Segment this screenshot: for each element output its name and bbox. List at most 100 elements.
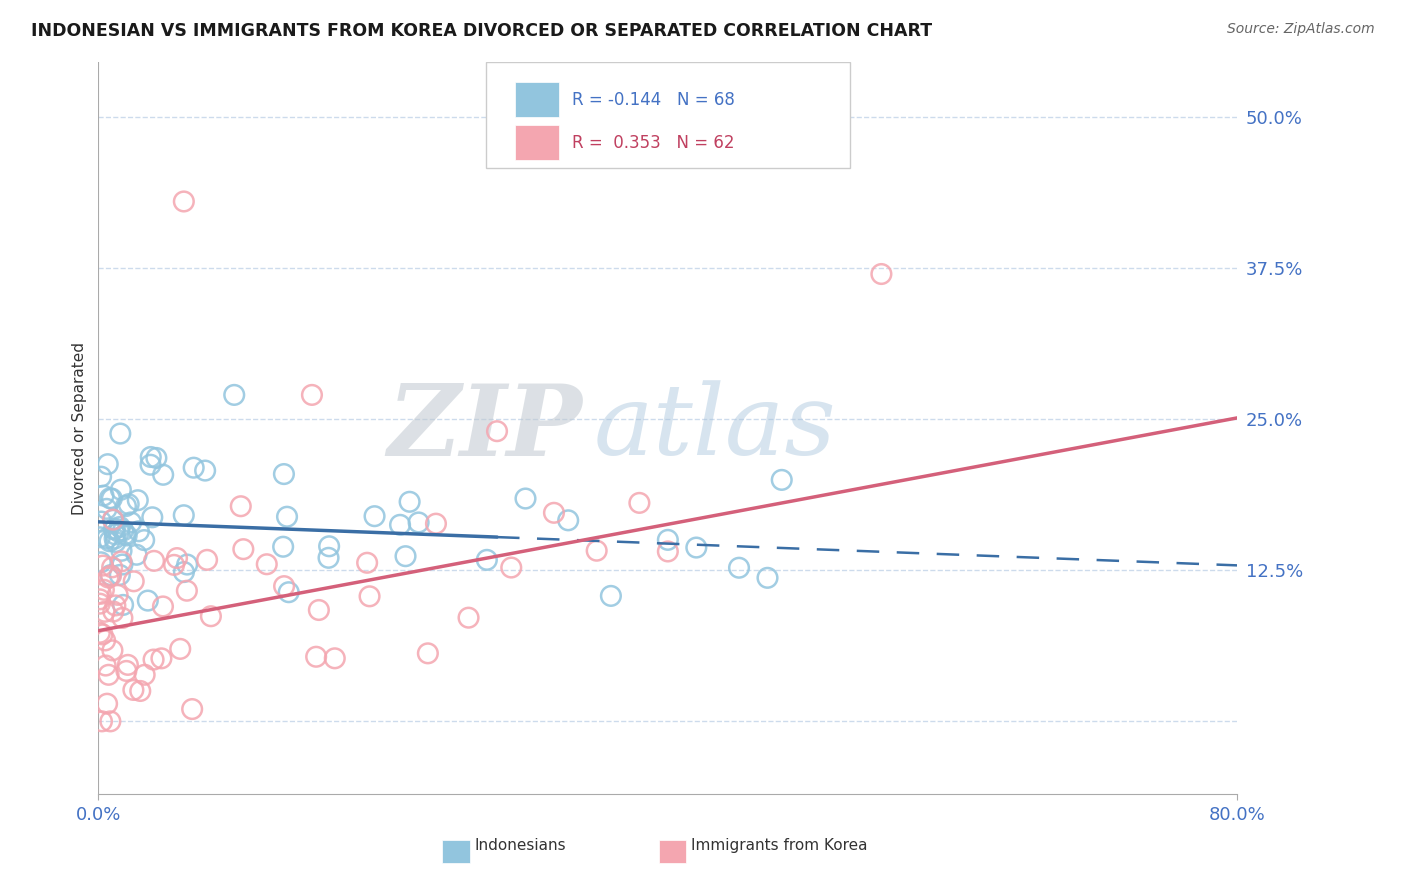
Point xyxy=(93,582,115,597)
Point xyxy=(183,460,205,475)
Point xyxy=(103,522,125,536)
Point xyxy=(101,560,124,574)
Text: ZIP: ZIP xyxy=(388,380,582,476)
Point xyxy=(166,551,188,566)
Point xyxy=(104,599,127,613)
Point xyxy=(107,588,129,602)
Text: R = -0.144   N = 68: R = -0.144 N = 68 xyxy=(572,91,735,109)
Point xyxy=(318,550,340,565)
Point xyxy=(657,533,679,547)
Point xyxy=(271,540,294,554)
Point xyxy=(91,627,114,641)
Point xyxy=(173,565,195,579)
Point xyxy=(96,531,118,545)
Point xyxy=(114,527,136,541)
Point xyxy=(515,491,537,506)
Point xyxy=(122,682,145,697)
Point xyxy=(89,530,111,544)
Point xyxy=(98,714,121,729)
Point xyxy=(305,649,328,664)
Point xyxy=(93,605,115,619)
Point xyxy=(657,544,679,558)
Point xyxy=(308,603,330,617)
Text: INDONESIAN VS IMMIGRANTS FROM KOREA DIVORCED OR SEPARATED CORRELATION CHART: INDONESIAN VS IMMIGRANTS FROM KOREA DIVO… xyxy=(31,22,932,40)
Point xyxy=(115,499,138,513)
Point xyxy=(543,506,565,520)
Point xyxy=(301,388,323,402)
Point xyxy=(108,568,131,582)
Point xyxy=(100,568,122,582)
Point xyxy=(110,426,132,441)
Point xyxy=(97,457,120,471)
Point xyxy=(100,568,122,582)
Point xyxy=(232,542,254,557)
Point xyxy=(101,491,124,506)
Point xyxy=(685,541,707,555)
Point xyxy=(112,598,135,612)
Point xyxy=(134,667,156,681)
FancyBboxPatch shape xyxy=(515,126,558,161)
Point xyxy=(98,491,121,506)
Point xyxy=(128,524,150,539)
Point xyxy=(104,535,127,549)
Point xyxy=(457,610,479,624)
Point xyxy=(728,560,751,574)
Y-axis label: Divorced or Separated: Divorced or Separated xyxy=(72,342,87,515)
Point xyxy=(94,658,117,673)
Point xyxy=(118,497,141,511)
Point xyxy=(91,714,114,729)
Point xyxy=(176,583,198,598)
Point xyxy=(110,554,132,568)
FancyBboxPatch shape xyxy=(515,82,558,118)
Point xyxy=(89,597,111,611)
Point xyxy=(103,605,125,619)
Point xyxy=(90,587,112,601)
Point xyxy=(200,609,222,624)
Point xyxy=(98,534,121,549)
Point xyxy=(224,388,246,402)
Point xyxy=(97,668,120,682)
Point xyxy=(628,496,651,510)
Point xyxy=(195,553,218,567)
Point xyxy=(94,633,117,648)
Point xyxy=(150,651,173,665)
Point xyxy=(256,558,278,572)
Point xyxy=(139,458,162,472)
Point xyxy=(115,664,138,678)
Text: Immigrants from Korea: Immigrants from Korea xyxy=(690,838,868,853)
Point xyxy=(89,592,111,607)
Point xyxy=(110,543,132,558)
Text: Indonesians: Indonesians xyxy=(474,838,565,853)
FancyBboxPatch shape xyxy=(659,840,686,863)
Point xyxy=(600,589,623,603)
Point xyxy=(276,509,298,524)
Point xyxy=(145,450,167,465)
Text: R =  0.353   N = 62: R = 0.353 N = 62 xyxy=(572,134,735,152)
Point xyxy=(117,657,139,672)
Point xyxy=(173,194,195,209)
Point xyxy=(229,500,252,514)
Point xyxy=(408,516,430,530)
Point xyxy=(152,467,174,482)
Point xyxy=(96,501,118,516)
Point xyxy=(359,590,381,604)
Point xyxy=(112,524,135,538)
Point xyxy=(475,553,498,567)
Point xyxy=(425,516,447,531)
Point xyxy=(356,556,378,570)
Point xyxy=(181,702,204,716)
Point xyxy=(173,508,195,523)
Point xyxy=(101,513,124,527)
Point xyxy=(120,516,142,530)
Point xyxy=(389,517,412,532)
Point xyxy=(97,570,120,584)
FancyBboxPatch shape xyxy=(443,840,470,863)
Point xyxy=(143,554,166,568)
Point xyxy=(108,520,131,534)
Point xyxy=(142,652,165,666)
Point xyxy=(194,464,217,478)
Point xyxy=(93,489,115,503)
Text: atlas: atlas xyxy=(593,381,837,475)
Point xyxy=(90,555,112,569)
Point xyxy=(557,513,579,527)
